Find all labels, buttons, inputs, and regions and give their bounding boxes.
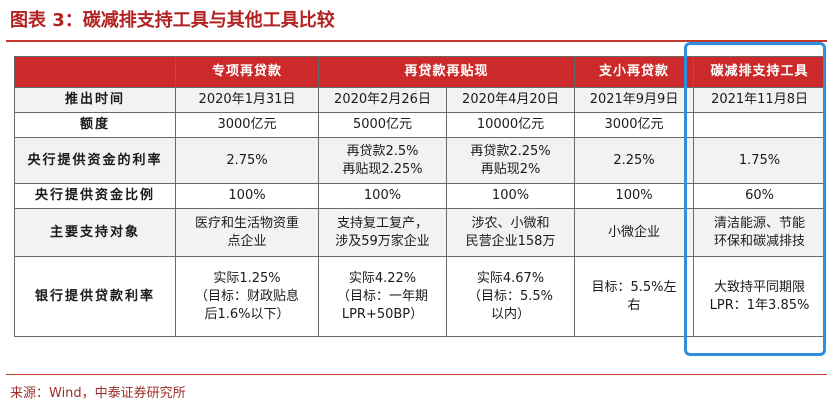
- cell-line: 再贴现2.25%: [342, 161, 423, 177]
- cell-line: 实际1.25%: [213, 270, 281, 286]
- table-row: 额度 3000亿元 5000亿元 10000亿元 3000亿元: [14, 112, 827, 138]
- table-cell: 支持复工复产， 涉及59万家企业: [318, 208, 447, 257]
- cell-line: 右: [627, 297, 641, 313]
- table-cell: 10000亿元: [445, 112, 576, 138]
- header-row: 专项再贷款 再贷款再贴现 支小再贷款 碳减排支持工具: [14, 56, 827, 88]
- cell-line: 环保和碳减排技: [714, 233, 806, 249]
- cell-line: LPR：1年3.85%: [709, 297, 810, 313]
- source-divider: [6, 374, 827, 375]
- cell-line: 再贷款2.25%: [470, 143, 551, 159]
- table-cell: 2020年4月20日: [445, 87, 576, 113]
- table-row: 推出时间 2020年1月31日 2020年2月26日 2020年4月20日 20…: [14, 87, 827, 113]
- comparison-table: 专项再贷款 再贷款再贴现 支小再贷款 碳减排支持工具 推出时间 2020年1月3…: [14, 56, 827, 337]
- cell-line: 再贷款2.5%: [346, 143, 419, 159]
- table-cell: 2.25%: [574, 137, 695, 184]
- cell-line: 实际4.67%: [476, 270, 545, 286]
- row-label-quota: 额度: [14, 112, 176, 138]
- table-row: 银行提供贷款利率 实际1.25% （目标：财政贴息 后1.6%以下） 实际4.2…: [14, 256, 827, 337]
- table-cell: 清洁能源、节能 环保和碳减排技: [693, 208, 827, 257]
- table-cell: [693, 112, 827, 138]
- table-cell: 2021年11月8日: [693, 87, 827, 113]
- row-label-bank-loan-rate: 银行提供贷款利率: [14, 256, 176, 337]
- row-label-pboc-rate: 央行提供资金的利率: [14, 137, 176, 184]
- row-label-pboc-ratio: 央行提供资金比例: [14, 183, 176, 209]
- header-relending-rediscount: 再贷款再贴现: [317, 56, 576, 88]
- table-cell: 医疗和生活物资重 点企业: [175, 208, 319, 257]
- table-cell: 100%: [175, 183, 319, 209]
- figure-title: 图表 3：碳减排支持工具与其他工具比较: [10, 10, 335, 31]
- cell-line: 点企业: [227, 233, 267, 249]
- table-row: 主要支持对象 医疗和生活物资重 点企业 支持复工复产， 涉及59万家企业 涉农、…: [14, 208, 827, 257]
- cell-line: LPR+50BP）: [341, 306, 424, 322]
- table-cell: 再贷款2.25% 再贴现2%: [445, 137, 576, 184]
- row-label-support-targets: 主要支持对象: [14, 208, 176, 257]
- table-row: 央行提供资金比例 100% 100% 100% 100% 60%: [14, 183, 827, 209]
- table-cell: 100%: [445, 183, 576, 209]
- table-cell: 2021年9月9日: [574, 87, 695, 113]
- table-cell: 2.75%: [175, 137, 319, 184]
- table-cell: 2020年2月26日: [318, 87, 447, 113]
- table-cell: 3000亿元: [574, 112, 695, 138]
- table-cell: 实际1.25% （目标：财政贴息 后1.6%以下）: [175, 256, 319, 337]
- table-row: 央行提供资金的利率 2.75% 再贷款2.5% 再贴现2.25% 再贷款2.25…: [14, 137, 827, 184]
- header-small-business-relending: 支小再贷款: [574, 56, 695, 88]
- cell-line: （目标：5.5%: [467, 288, 554, 304]
- row-label-launch-date: 推出时间: [14, 87, 176, 113]
- table-cell: 1.75%: [693, 137, 827, 184]
- cell-line: 清洁能源、节能: [714, 215, 806, 231]
- cell-line: （目标：财政贴息: [194, 288, 299, 304]
- table-cell: 100%: [574, 183, 695, 209]
- table-cell: 实际4.22% （目标：一年期 LPR+50BP）: [318, 256, 447, 337]
- table-cell: 目标：5.5%左 右: [574, 256, 695, 337]
- source-note: 来源：Wind，中泰证券研究所: [10, 386, 186, 401]
- table-cell: 小微企业: [574, 208, 695, 257]
- table-cell: 60%: [693, 183, 827, 209]
- cell-line: 支持复工复产，: [336, 215, 428, 231]
- cell-line: 医疗和生活物资重: [194, 215, 299, 231]
- cell-line: 涉农、小微和: [471, 215, 550, 231]
- cell-line: 民营企业158万: [465, 233, 556, 249]
- header-corner: [14, 56, 176, 88]
- cell-line: 实际4.22%: [348, 270, 417, 286]
- table-cell: 再贷款2.5% 再贴现2.25%: [318, 137, 447, 184]
- title-divider: [6, 40, 827, 42]
- cell-line: 后1.6%以下）: [204, 306, 290, 322]
- cell-line: 以内）: [491, 306, 531, 322]
- table-cell: 2020年1月31日: [175, 87, 319, 113]
- table-cell: 5000亿元: [318, 112, 447, 138]
- cell-line: 涉及59万家企业: [335, 233, 430, 249]
- header-special-relending: 专项再贷款: [175, 56, 319, 88]
- cell-line: （目标：一年期: [336, 288, 428, 304]
- table-cell: 大致持平同期限 LPR：1年3.85%: [693, 256, 827, 337]
- header-carbon-reduction-tool: 碳减排支持工具: [693, 56, 827, 88]
- cell-line: 再贴现2%: [480, 161, 541, 177]
- table-cell: 涉农、小微和 民营企业158万: [445, 208, 576, 257]
- table-cell: 3000亿元: [175, 112, 319, 138]
- table-cell: 实际4.67% （目标：5.5% 以内）: [445, 256, 576, 337]
- cell-line: 目标：5.5%左: [591, 279, 677, 295]
- cell-line: 大致持平同期限: [714, 279, 806, 295]
- table-cell: 100%: [318, 183, 447, 209]
